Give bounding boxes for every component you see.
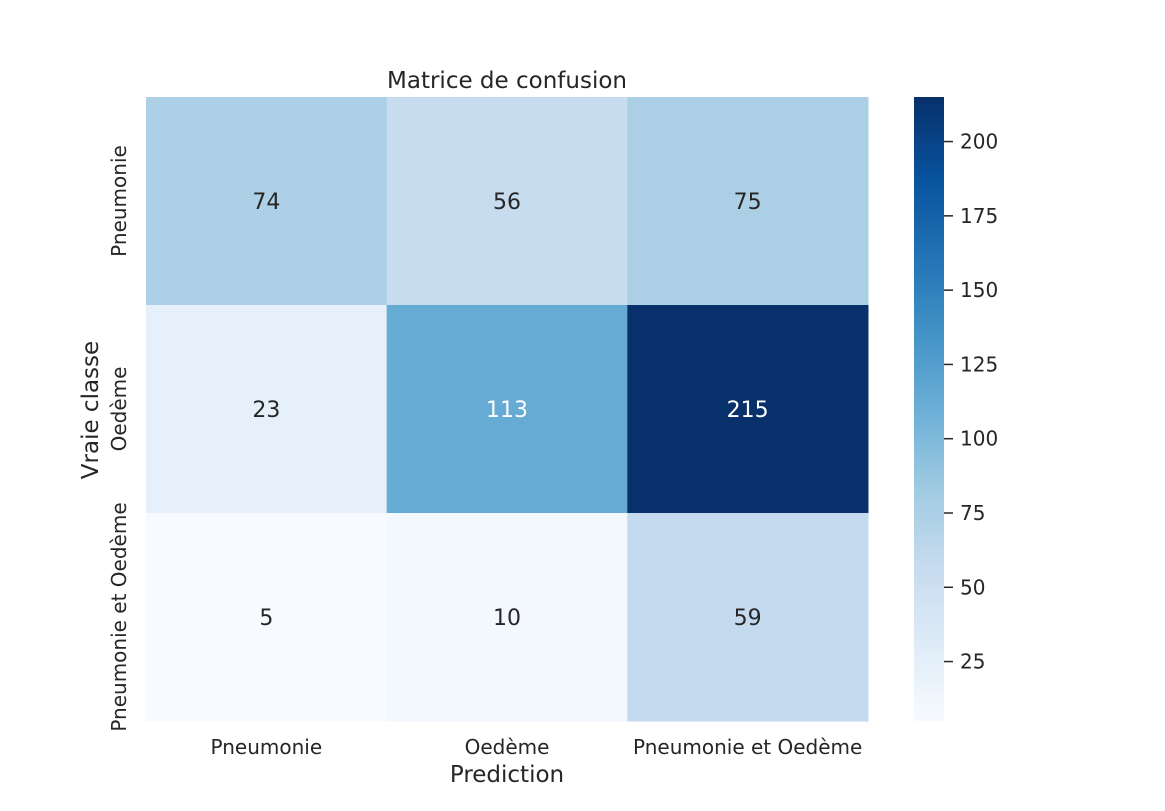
heatmap-cell xyxy=(146,305,388,514)
colorbar-tick-label: 25 xyxy=(960,650,985,674)
heatmap-cell xyxy=(386,513,628,722)
colorbar-tick-label: 175 xyxy=(960,204,998,228)
cell-value-label: 56 xyxy=(493,190,521,215)
colorbar-tick-label: 50 xyxy=(960,575,985,599)
y-tick-label: Oedème xyxy=(107,367,131,452)
y-axis-label: Vraie classe xyxy=(78,341,104,479)
x-tick-label: Oedème xyxy=(465,735,550,759)
x-axis-ticks: Pneumonie Oedème Pneumonie et Oedème xyxy=(211,735,863,759)
heatmap-cell xyxy=(146,513,388,722)
chart-title: Matrice de confusion xyxy=(387,68,627,94)
y-axis-ticks: Pneumonie Oedème Pneumonie et Oedème xyxy=(107,145,131,731)
x-tick-label: Pneumonie xyxy=(211,735,323,759)
cell-value-label: 74 xyxy=(252,190,280,215)
x-tick-label: Pneumonie et Oedème xyxy=(633,735,862,759)
cell-value-label: 75 xyxy=(734,190,762,215)
heatmap-cell-labels: 74 56 75 23 113 215 5 10 59 xyxy=(252,190,768,631)
heatmap-cells xyxy=(146,97,869,722)
cell-value-label: 59 xyxy=(734,606,762,631)
colorbar-tick-label: 125 xyxy=(960,352,998,376)
cell-value-label: 113 xyxy=(486,398,528,423)
heatmap-cell xyxy=(386,97,628,306)
y-tick-label: Pneumonie et Oedème xyxy=(107,502,131,731)
colorbar-tick-label: 150 xyxy=(960,278,998,302)
cell-value-label: 215 xyxy=(727,398,769,423)
cell-value-label: 5 xyxy=(259,606,273,631)
colorbar-ticks: 25 50 75 100 125 150 175 200 xyxy=(944,130,998,674)
cell-value-label: 23 xyxy=(252,398,280,423)
heatmap-cell xyxy=(627,97,869,306)
heatmap-cell xyxy=(627,305,869,514)
colorbar-tick-label: 75 xyxy=(960,501,985,525)
colorbar-tick-label: 200 xyxy=(960,130,998,154)
heatmap-cell xyxy=(386,305,628,514)
heatmap-cell xyxy=(627,513,869,722)
colorbar xyxy=(914,97,944,721)
cell-value-label: 10 xyxy=(493,606,521,631)
x-axis-label: Prediction xyxy=(450,762,564,788)
y-tick-label: Pneumonie xyxy=(107,145,131,257)
colorbar-tick-label: 100 xyxy=(960,427,998,451)
heatmap-cell xyxy=(146,97,388,306)
